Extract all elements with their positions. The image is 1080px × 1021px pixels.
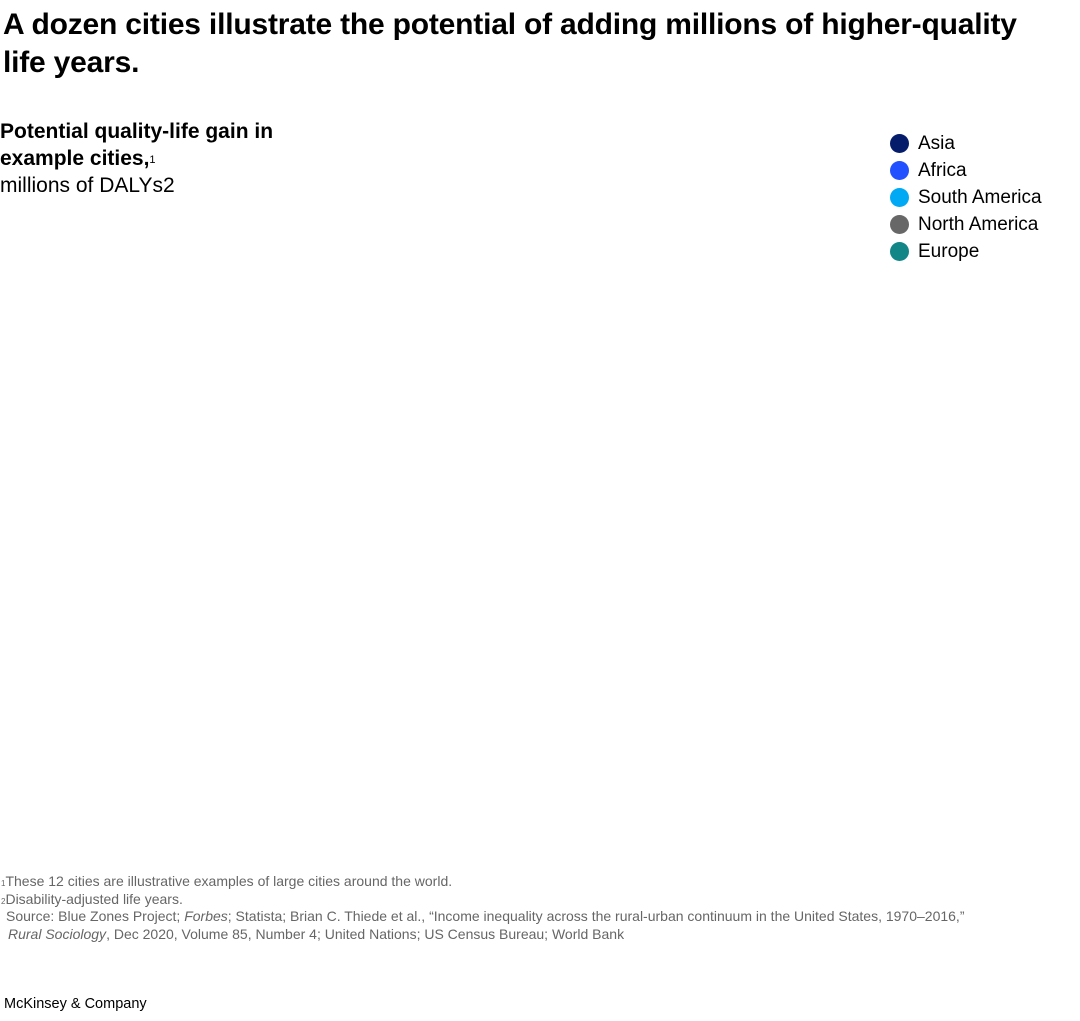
legend-label-south-america: South America xyxy=(918,187,1042,208)
source-forbes: Forbes xyxy=(184,908,228,924)
legend-swatch-africa xyxy=(890,161,909,180)
chart-unit-text: millions of DALYs xyxy=(0,174,163,197)
source-middle: ; Statista; Brian C. Thiede et al., “Inc… xyxy=(227,908,965,924)
chart-unit: millions of DALYs2 xyxy=(0,172,320,199)
legend-swatch-europe xyxy=(890,242,909,261)
legend-item-north-america: North America xyxy=(890,212,1075,239)
chart-title-text: Potential quality-life gain in example c… xyxy=(0,120,274,170)
footnote-2-text: Disability-adjusted life years. xyxy=(5,890,183,907)
chart-title-footnote-marker: 1 xyxy=(149,154,156,166)
footnote-2: 2Disability-adjusted life years. xyxy=(1,891,1071,909)
legend-label-africa: Africa xyxy=(918,160,967,181)
mckinsey-logo: McKinsey & Company xyxy=(4,996,147,1012)
legend-label-north-america: North America xyxy=(918,214,1039,235)
legend-swatch-asia xyxy=(890,134,909,153)
source-rural-sociology: Rural Sociology xyxy=(8,925,107,942)
footnote-2-marker: 2 xyxy=(1,896,6,906)
legend-label-asia: Asia xyxy=(918,133,955,154)
legend-swatch-north-america xyxy=(890,215,909,234)
chart-headline: A dozen cities illustrate the potential … xyxy=(3,8,1017,79)
legend-item-europe: Europe xyxy=(890,239,1075,266)
footnote-1-marker: 1 xyxy=(1,879,6,888)
footnotes: 1These 12 cities are illustrative exampl… xyxy=(1,873,1071,943)
footnote-1: 1These 12 cities are illustrative exampl… xyxy=(1,873,1071,891)
chart-plot-area xyxy=(0,280,1080,860)
legend-item-africa: Africa xyxy=(890,158,1075,185)
source-note: Source: Blue Zones Project; Forbes; Stat… xyxy=(1,908,1071,926)
legend-label-europe: Europe xyxy=(918,241,980,262)
legend-item-south-america: South America xyxy=(890,185,1075,212)
source-note-continued: Rural Sociology, Dec 2020, Volume 85, Nu… xyxy=(1,926,1071,944)
legend-item-asia: Asia xyxy=(890,131,1075,158)
legend-swatch-south-america xyxy=(890,188,909,207)
source-prefix: Source: Blue Zones Project; xyxy=(6,908,185,924)
footnote-1-text: These 12 cities are illustrative example… xyxy=(5,873,453,889)
chart-heading: Potential quality-life gain in example c… xyxy=(0,118,320,199)
source-end: , Dec 2020, Volume 85, Number 4; United … xyxy=(106,925,625,942)
chart-unit-footnote-marker: 2 xyxy=(163,174,175,197)
chart-title: Potential quality-life gain in example c… xyxy=(0,118,320,172)
chart-legend: Asia Africa South America North America … xyxy=(890,131,1075,266)
